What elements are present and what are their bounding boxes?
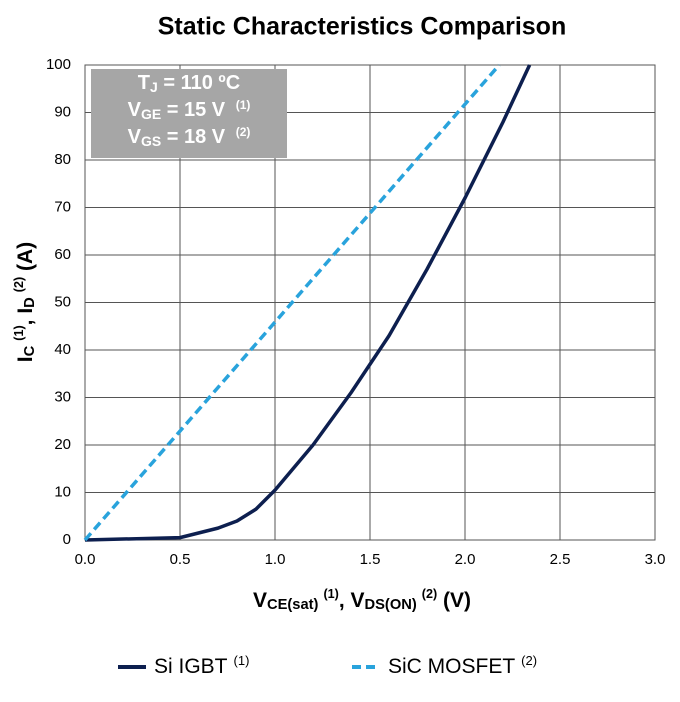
y-tick-label: 10 xyxy=(54,483,71,500)
x-axis-label: VCE(sat) (1), VDS(ON) (2) (V) xyxy=(253,587,471,613)
label-part: = 110 ºC xyxy=(158,72,240,94)
label-part: DS(ON) xyxy=(365,597,417,613)
y-tick-label: 50 xyxy=(54,293,71,310)
x-tick-label: 2.0 xyxy=(455,551,476,568)
y-tick-label: 30 xyxy=(54,388,71,405)
legend-label: SiC MOSFET (2) xyxy=(388,653,537,678)
label-part: = 15 V xyxy=(161,99,231,121)
label-part: V xyxy=(128,99,142,121)
label-part: (2) xyxy=(236,125,251,139)
label-part: (2) xyxy=(422,587,437,601)
series-line xyxy=(83,63,501,542)
y-axis-label: IC (1), ID (2) (A) xyxy=(12,242,38,362)
annotation-text: TJ = 110 ºC xyxy=(138,72,240,95)
y-tick-label: 60 xyxy=(54,246,71,263)
annotation-text: VGE = 15 V (1) xyxy=(128,98,251,122)
x-tick-label: 1.5 xyxy=(360,551,381,568)
legend-label: Si IGBT (1) xyxy=(154,653,249,678)
label-part: (V) xyxy=(437,589,471,612)
y-tick-label: 100 xyxy=(46,56,71,73)
y-tick-label: 80 xyxy=(54,151,71,168)
annotation-box xyxy=(91,69,287,158)
label-part: I xyxy=(14,356,37,362)
label-part: (A) xyxy=(14,242,37,277)
label-part: C xyxy=(22,345,38,356)
label-part: V xyxy=(253,589,267,612)
label-part: D xyxy=(22,297,38,308)
label-part: = 18 V xyxy=(161,126,231,148)
label-part: GE xyxy=(141,106,161,122)
x-tick-label: 0.5 xyxy=(170,551,191,568)
plot-border xyxy=(84,64,656,541)
y-tick-label: 20 xyxy=(54,436,71,453)
annotation-text: VGS = 18 V (2) xyxy=(128,125,251,149)
label-part: (1) xyxy=(323,587,338,601)
y-tick-label: 90 xyxy=(54,103,71,120)
x-tick-label: 2.5 xyxy=(550,551,571,568)
label-part: V xyxy=(128,126,142,148)
label-part: (2) xyxy=(12,277,26,292)
x-tick-label: 3.0 xyxy=(645,551,666,568)
label-part: , I xyxy=(14,308,37,326)
y-tick-label: 0 xyxy=(63,531,71,548)
y-tick-label: 70 xyxy=(54,198,71,215)
label-part: GS xyxy=(141,133,161,149)
label-part: (1) xyxy=(236,98,251,112)
label-part: J xyxy=(150,79,158,95)
label-part: (1) xyxy=(12,325,26,340)
label-part: T xyxy=(138,72,150,94)
chart-title: Static Characteristics Comparison xyxy=(158,13,566,41)
y-tick-label: 40 xyxy=(54,341,71,358)
legend-note: (2) xyxy=(521,653,537,668)
legend-name: Si IGBT xyxy=(154,655,228,678)
x-tick-label: 1.0 xyxy=(265,551,286,568)
x-tick-label: 0.0 xyxy=(75,551,96,568)
label-part: CE(sat) xyxy=(267,597,319,613)
legend-name: SiC MOSFET xyxy=(388,655,515,678)
label-part: , V xyxy=(339,589,365,612)
series-line xyxy=(84,64,532,542)
legend-note: (1) xyxy=(234,653,250,668)
